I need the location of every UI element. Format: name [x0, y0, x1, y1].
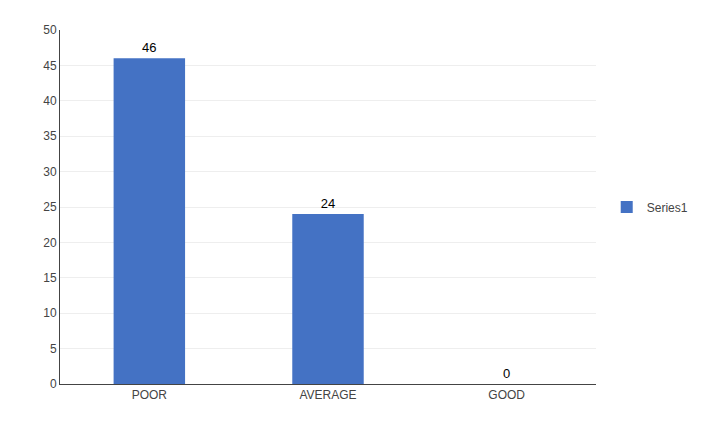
svg-text:GOOD: GOOD [488, 388, 525, 402]
svg-text:5: 5 [50, 342, 57, 356]
svg-text:10: 10 [43, 306, 57, 320]
svg-text:POOR: POOR [132, 388, 168, 402]
svg-text:Series1: Series1 [647, 201, 688, 215]
svg-text:45: 45 [43, 59, 57, 73]
svg-text:0: 0 [50, 377, 57, 391]
svg-text:46: 46 [142, 40, 156, 55]
svg-text:35: 35 [43, 129, 57, 143]
svg-text:24: 24 [321, 196, 335, 211]
svg-text:20: 20 [43, 236, 57, 250]
svg-text:0: 0 [503, 366, 510, 381]
svg-text:40: 40 [43, 94, 57, 108]
svg-text:15: 15 [43, 271, 57, 285]
svg-text:25: 25 [43, 200, 57, 214]
svg-text:50: 50 [43, 23, 57, 37]
svg-text:30: 30 [43, 165, 57, 179]
svg-text:AVERAGE: AVERAGE [299, 388, 356, 402]
